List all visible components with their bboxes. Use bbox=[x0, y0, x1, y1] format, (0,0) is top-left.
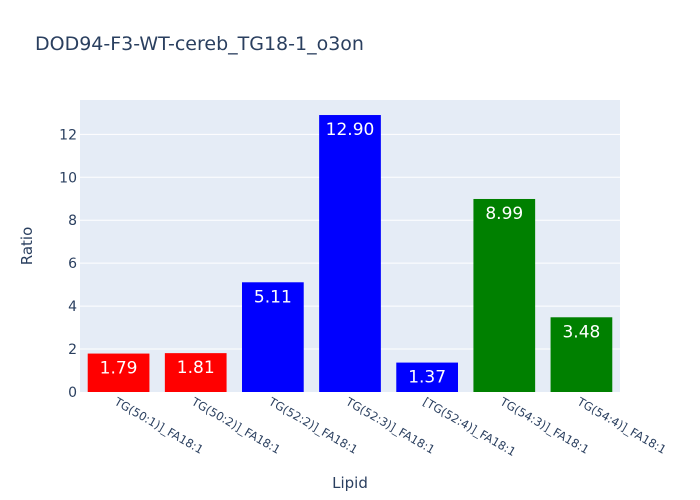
y-tick-label: 4 bbox=[68, 299, 77, 315]
y-axis-title: Ratio bbox=[18, 227, 36, 266]
bars: 1.79 1.81 5.11 12.90 1.37 8.99 3.48 bbox=[87, 115, 613, 392]
bar-value-label: 5.11 bbox=[254, 287, 292, 307]
y-tick-label: 10 bbox=[59, 170, 77, 186]
y-tick-label: 8 bbox=[68, 213, 77, 229]
chart-title: DOD94-F3-WT-cereb_TG18-1_o3on bbox=[35, 33, 364, 55]
bar bbox=[396, 362, 458, 392]
y-tick-label: 0 bbox=[68, 385, 77, 401]
bar bbox=[164, 353, 227, 392]
bar-value-label: 8.99 bbox=[485, 204, 523, 224]
bar-value-label: 12.90 bbox=[326, 120, 375, 140]
bar bbox=[473, 198, 536, 392]
y-tick-label: 12 bbox=[59, 127, 77, 143]
x-axis-title: Lipid bbox=[332, 474, 368, 492]
y-axis-ticks: 0 2 4 6 8 10 12 bbox=[59, 127, 77, 401]
bar-value-label: 1.37 bbox=[408, 368, 446, 388]
y-tick-label: 6 bbox=[68, 256, 77, 272]
bar bbox=[242, 282, 304, 392]
y-tick-label: 2 bbox=[68, 342, 77, 358]
bar-value-label: 1.81 bbox=[177, 358, 215, 378]
x-axis-ticks: TG(50:1)]_FA18:1TG(50:2)]_FA18:1TG(52:2)… bbox=[111, 394, 669, 459]
bar bbox=[87, 353, 150, 392]
bar-value-label: 1.79 bbox=[100, 359, 138, 379]
bar bbox=[319, 115, 381, 392]
bar bbox=[550, 317, 613, 392]
bar-value-label: 3.48 bbox=[562, 322, 600, 342]
